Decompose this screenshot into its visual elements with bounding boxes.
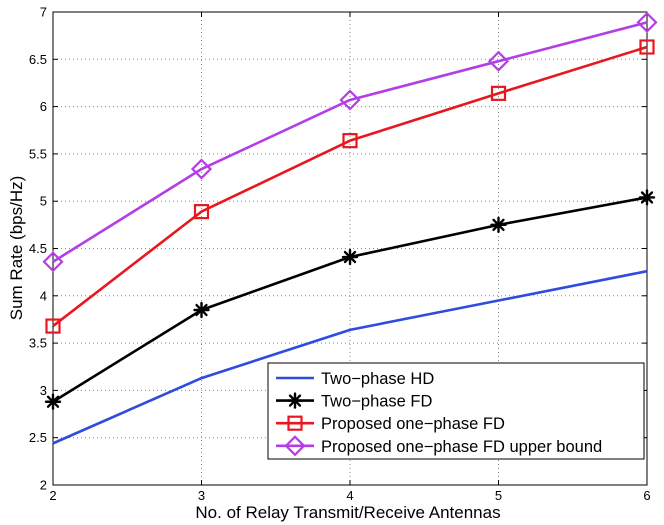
data-point-marker: [342, 133, 358, 149]
legend-entry: Two−phase HD: [276, 370, 434, 388]
legend-swatch-marker: [286, 392, 304, 409]
x-axis-label: No. of Relay Transmit/Receive Antennas: [195, 503, 500, 522]
axis-ticks: 2 3 4 5 6 2 2.5 3 3.5 4 4.5 5 5.5 6 6.5 7: [29, 5, 651, 504]
legend-entry: Proposed one−phase FD upper bound: [276, 435, 602, 457]
y-tick-label: 4.5: [29, 241, 47, 256]
legend-label: Proposed one−phase FD: [321, 415, 505, 433]
series-line: [52, 269, 648, 445]
data-point-marker: [44, 393, 62, 410]
legend-label: Proposed one−phase FD upper bound: [321, 438, 602, 456]
x-tick-label: 4: [346, 488, 353, 503]
series-3: [45, 39, 655, 334]
y-tick-label: 6: [40, 99, 47, 114]
series-2: [44, 189, 656, 410]
y-tick-label: 3: [40, 383, 47, 398]
y-tick-label: 5.5: [29, 146, 47, 161]
data-point-marker: [339, 89, 361, 111]
x-tick-label: 6: [643, 488, 650, 503]
data-point-marker: [341, 248, 359, 266]
legend-box: [267, 362, 645, 460]
x-tick-label: 5: [495, 488, 502, 503]
legend-label: Two−phase HD: [321, 370, 434, 388]
data-point-marker: [45, 318, 61, 334]
y-tick-label: 4: [40, 288, 47, 303]
legend-entries: Two−phase HD Two−phase FD Proposed one−pha…: [276, 370, 602, 457]
series-line: [52, 21, 648, 263]
data-point-marker: [490, 85, 507, 101]
data-point-marker: [636, 11, 658, 33]
data-point-marker: [639, 39, 655, 55]
data-point-marker: [487, 50, 510, 72]
data-point-marker: [42, 251, 64, 273]
x-tick-label: 2: [49, 488, 56, 503]
legend-swatch-marker: [287, 415, 303, 431]
legend-swatch-marker: [284, 435, 306, 457]
x-tick-label: 3: [198, 488, 205, 503]
data-point-marker: [190, 158, 213, 180]
data-point-marker: [193, 301, 210, 319]
legend-entry: Proposed one−phase FD: [276, 415, 505, 433]
y-tick-label: 2: [40, 478, 47, 493]
legend-label: Two−phase FD: [321, 393, 433, 411]
series-1: [52, 269, 648, 445]
series-lines: [42, 11, 658, 445]
series-4: [42, 11, 658, 273]
data-point-marker: [638, 189, 656, 206]
y-axis-label: Sum Rate (bps/Hz): [7, 176, 26, 321]
y-tick-label: 5: [40, 194, 47, 209]
series-line: [52, 45, 648, 328]
y-tick-label: 7: [40, 5, 47, 20]
legend: Two−phase HD Two−phase FD Proposed one−pha…: [267, 362, 645, 460]
y-tick-label: 2.5: [29, 430, 47, 445]
data-point-marker: [490, 216, 507, 234]
y-tick-label: 6.5: [29, 52, 47, 67]
y-tick-label: 3.5: [29, 336, 47, 351]
data-point-marker: [193, 204, 210, 220]
legend-entry: Two−phase FD: [276, 392, 433, 411]
